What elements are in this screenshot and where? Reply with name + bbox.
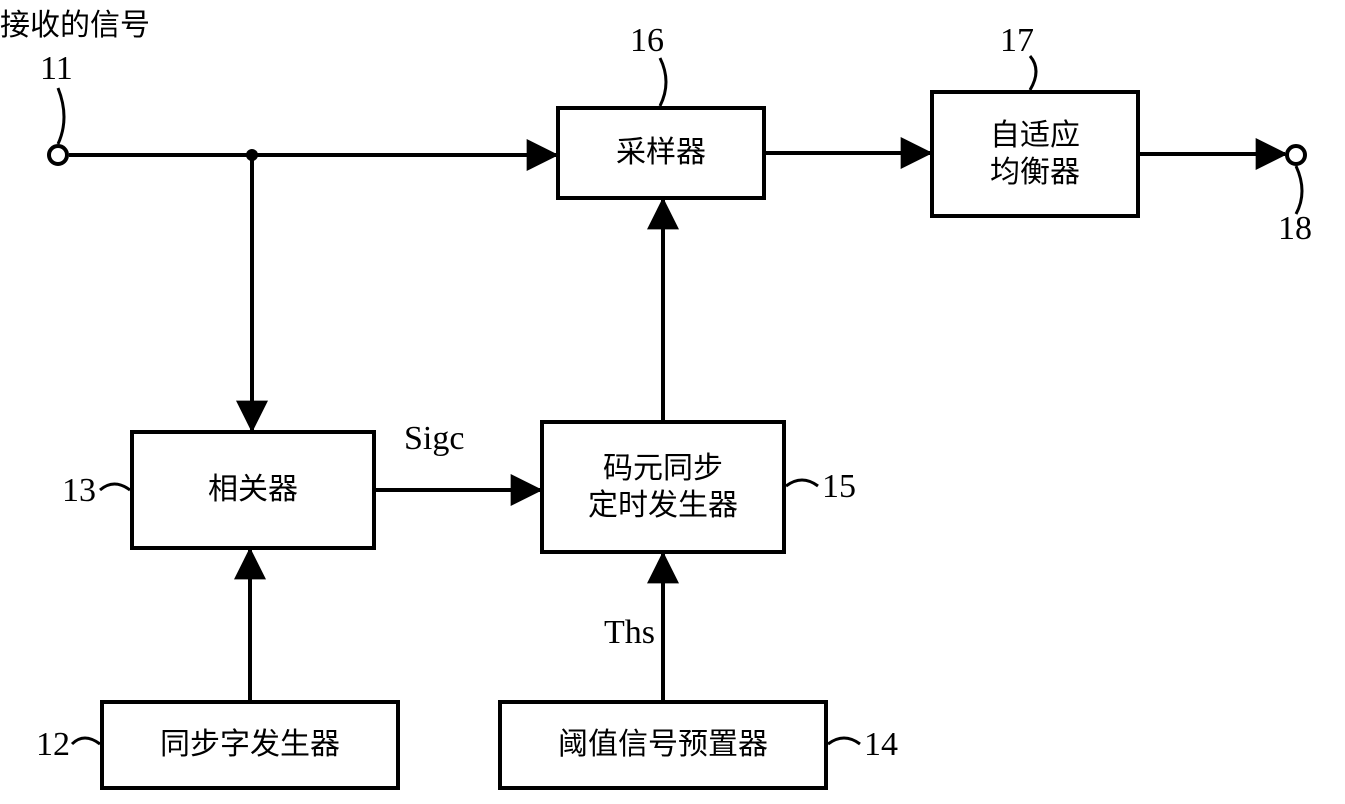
sigc-signal-label: Sigc [404,420,464,458]
input-signal-label: 接收的信号 [0,0,150,44]
timing-label: 码元同步 定时发生器 [588,450,738,525]
ref-17: 17 [1000,22,1034,60]
correlator-block: 相关器 [130,430,376,550]
sampler-label: 采样器 [616,134,706,172]
ref-12: 12 [36,726,70,764]
timing-block: 码元同步 定时发生器 [540,420,786,554]
threshold-label: 阈值信号预置器 [558,726,768,764]
correlator-label: 相关器 [208,471,298,509]
output-terminal [1285,144,1307,166]
syncgen-label: 同步字发生器 [160,726,340,764]
syncgen-block: 同步字发生器 [100,700,400,790]
ref-11: 11 [40,50,73,88]
ths-signal-label: Ths [604,614,655,652]
ref-18: 18 [1278,210,1312,248]
ref-15: 15 [822,468,856,506]
ref-16: 16 [630,22,664,60]
ref-13: 13 [62,472,96,510]
sampler-block: 采样器 [556,106,766,200]
threshold-block: 阈值信号预置器 [498,700,828,790]
equalizer-label: 自适应 均衡器 [990,117,1080,192]
ref-14: 14 [864,726,898,764]
input-terminal [47,144,69,166]
equalizer-block: 自适应 均衡器 [930,90,1140,218]
